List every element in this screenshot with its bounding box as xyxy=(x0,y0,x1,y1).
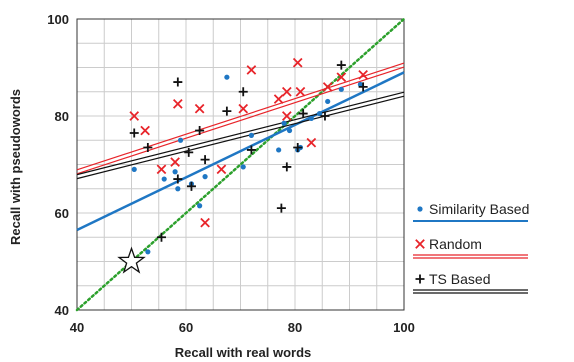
ts-point xyxy=(298,109,308,119)
trend-line-ts-upper xyxy=(76,91,405,176)
legend: Similarity Based Random TS Based xyxy=(413,201,529,294)
ts-point xyxy=(129,128,139,138)
y-tick-label: 40 xyxy=(55,303,69,318)
tick-labels: 40 60 80 100 40 60 80 100 xyxy=(47,12,415,335)
similarity-point xyxy=(281,120,287,126)
legend-label-similarity: Similarity Based xyxy=(429,201,529,217)
ts-point xyxy=(195,126,205,136)
ts-point xyxy=(336,60,346,70)
ts-point xyxy=(246,145,256,155)
similarity-point xyxy=(240,164,246,170)
similarity-point xyxy=(316,110,323,117)
similarity-point xyxy=(175,186,181,192)
similarity-point xyxy=(172,169,178,175)
similarity-point xyxy=(161,176,167,182)
ts-point xyxy=(276,203,286,213)
trend-line-similarity xyxy=(76,71,405,232)
random-point xyxy=(170,157,180,167)
similarity-point xyxy=(131,166,137,172)
ts-point xyxy=(143,143,153,153)
similarity-point xyxy=(338,86,344,92)
legend-marker-similarity xyxy=(417,206,423,212)
ts-point xyxy=(173,174,183,184)
y-tick-label: 60 xyxy=(55,206,69,221)
ts-point xyxy=(156,232,166,242)
random-point xyxy=(336,72,347,83)
similarity-point xyxy=(325,98,331,105)
legend-marker-random xyxy=(415,239,425,249)
similarity-point xyxy=(308,115,314,122)
y-tick-label: 80 xyxy=(55,109,69,124)
random-point xyxy=(216,164,227,175)
similarity-point xyxy=(145,249,151,255)
ts-point xyxy=(293,143,303,153)
ts-point xyxy=(358,82,368,92)
similarity-point xyxy=(357,81,363,88)
x-tick-label: 40 xyxy=(70,320,84,335)
random-point xyxy=(295,86,306,97)
similarity-point xyxy=(224,74,230,80)
star-marker xyxy=(117,246,146,274)
legend-marker-ts xyxy=(415,274,425,284)
random-point xyxy=(238,103,249,114)
random-point xyxy=(172,99,183,109)
random-point xyxy=(156,164,167,175)
legend-label-ts: TS Based xyxy=(429,271,490,287)
trend-line-random-upper xyxy=(76,62,405,171)
random-point xyxy=(281,86,292,97)
random-point xyxy=(358,69,368,80)
random-point xyxy=(292,57,303,68)
x-tick-label: 100 xyxy=(393,320,415,335)
similarity-point xyxy=(286,127,293,134)
legend-label-random: Random xyxy=(429,236,482,252)
data-points xyxy=(117,57,368,274)
random-point xyxy=(273,94,284,104)
ts-point xyxy=(282,162,292,172)
random-point xyxy=(194,103,205,114)
ts-point xyxy=(200,155,210,165)
y-axis-title: Recall with pseudowords xyxy=(8,89,23,245)
ts-point xyxy=(238,87,248,97)
ts-point xyxy=(222,106,232,116)
ts-point xyxy=(186,181,196,191)
random-point xyxy=(200,217,210,228)
random-point xyxy=(306,137,317,148)
random-point xyxy=(246,65,257,75)
ts-point xyxy=(184,147,194,157)
similarity-point xyxy=(177,137,184,143)
x-tick-label: 60 xyxy=(179,320,193,335)
random-point xyxy=(281,111,292,121)
similarity-point xyxy=(248,132,254,138)
y-tick-label: 100 xyxy=(47,12,69,27)
plot-frame xyxy=(76,18,405,311)
trend-line-random-lower xyxy=(76,66,405,175)
similarity-point xyxy=(202,174,208,180)
trend-line-ts-lower xyxy=(76,95,405,180)
axes xyxy=(76,18,405,311)
x-tick-label: 80 xyxy=(288,320,302,335)
similarity-point xyxy=(276,147,282,153)
ts-point xyxy=(173,77,183,87)
random-point xyxy=(322,82,333,92)
x-axis-title: Recall with real words xyxy=(175,345,312,360)
ts-point xyxy=(320,111,330,121)
random-point xyxy=(129,111,140,121)
random-point xyxy=(140,125,150,136)
similarity-point xyxy=(197,203,203,209)
